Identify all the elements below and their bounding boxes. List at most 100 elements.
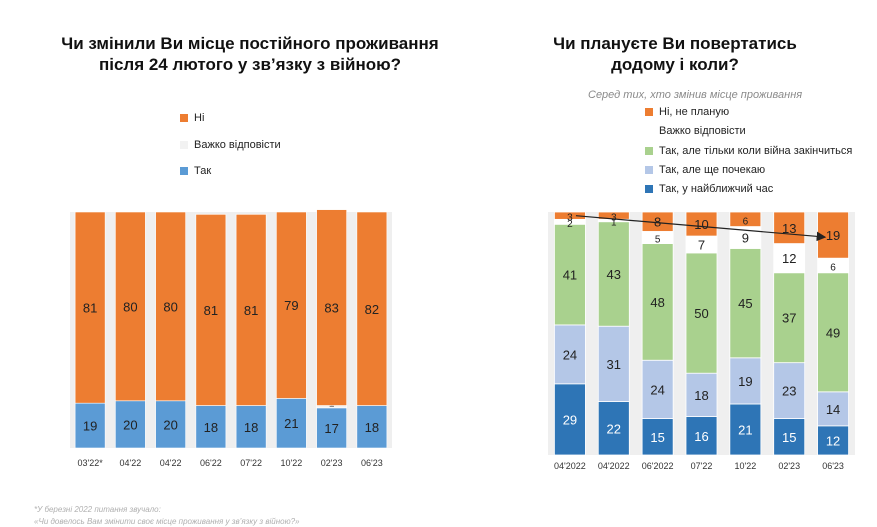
right-data-label-2-0: 15 [650, 430, 664, 445]
left-legend-item-yes: Так [180, 165, 211, 177]
right-x-tick-label-0: 04'2022 [554, 461, 586, 471]
right-bar-segment-5-0 [773, 418, 806, 456]
footnote-line2: «Чи довелось Вам змінити своє місце прож… [34, 517, 300, 526]
right-data-label-0-2: 41 [563, 268, 577, 283]
right-bar-segment-1-0 [597, 401, 630, 456]
right-title-line2: додому і коли? [611, 55, 739, 74]
left-data-label-1-0: 20 [123, 417, 137, 432]
right-data-label-1-3: 1 [611, 218, 617, 229]
left-legend-swatch-hard [180, 141, 188, 149]
left-data-label-3-2: 81 [204, 303, 218, 318]
right-data-label-2-3: 5 [655, 235, 661, 246]
left-data-label-0-0: 19 [83, 419, 97, 434]
right-data-label-5-3: 12 [782, 251, 796, 266]
right-legend-item-wait: Так, але ще почекаю [645, 164, 765, 176]
right-data-label-4-4: 6 [743, 216, 749, 227]
right-bar-segment-5-1 [773, 362, 806, 419]
right-data-label-3-0: 16 [694, 429, 708, 444]
right-title-line1: Чи плануєте Ви повертатись [553, 34, 797, 53]
right-data-label-2-1: 24 [650, 382, 664, 397]
right-bar-segment-0-4 [554, 211, 586, 220]
left-chart-title: Чи змінили Ви місце постійного проживанн… [30, 33, 470, 75]
left-bar-segment-6-2 [316, 209, 347, 406]
left-legend-swatch-no [180, 114, 188, 122]
left-x-tick-label-0: 03'22* [78, 458, 104, 468]
right-data-label-5-1: 23 [782, 384, 796, 399]
right-legend-label-soon: Так, у найближчий час [659, 183, 774, 195]
left-x-tick-label-4: 07'22 [240, 458, 262, 468]
left-legend-label-no: Ні [194, 112, 205, 124]
left-bar-segment-5-0 [276, 398, 307, 449]
left-title-line2: після 24 лютого у зв’язку з війною? [98, 55, 402, 74]
left-data-label-1-2: 80 [123, 299, 137, 314]
right-bar-segment-4-4 [729, 211, 762, 227]
left-bar-segment-2-2 [155, 211, 186, 402]
right-trend-arrow [575, 215, 827, 242]
right-data-label-4-2: 45 [738, 296, 752, 311]
left-legend-label-hard: Важко відповісти [194, 139, 281, 151]
right-bar-segment-3-2 [685, 252, 718, 374]
left-legend-swatch-yes [180, 167, 188, 175]
right-data-label-4-3: 9 [742, 231, 749, 246]
right-data-label-5-2: 37 [782, 311, 796, 326]
right-x-tick-label-6: 06'23 [822, 461, 844, 471]
left-bar-segment-3-2 [195, 214, 227, 406]
right-data-label-6-1: 14 [826, 402, 840, 417]
right-data-label-0-0: 29 [563, 412, 577, 427]
right-legend-item-soon: Так, у найближчий час [645, 183, 773, 195]
right-bar-segment-2-0 [641, 418, 674, 456]
right-x-tick-label-1: 04'2022 [598, 461, 630, 471]
right-legend-label-after-war: Так, але тільки коли війна закінчиться [659, 145, 853, 157]
right-legend-swatch-soon [645, 185, 653, 193]
left-bar-segment-2-0 [155, 400, 186, 449]
right-data-label-1-2: 43 [607, 267, 621, 282]
right-data-label-3-2: 50 [694, 306, 708, 321]
left-data-label-6-0: 17 [324, 421, 338, 436]
right-data-label-3-1: 18 [694, 388, 708, 403]
left-bar-segment-3-0 [195, 405, 227, 449]
left-bar-segment-0-0 [74, 402, 106, 449]
right-legend-label-wait: Так, але ще почекаю [659, 164, 766, 176]
right-legend-swatch-after-war [645, 147, 653, 155]
right-data-label-0-4: 3 [567, 213, 573, 224]
right-legend-swatch-hard [645, 127, 653, 135]
right-bar-segment-3-0 [685, 416, 718, 456]
left-data-label-4-0: 18 [244, 420, 258, 435]
left-data-label-6-2: 83 [324, 301, 338, 316]
left-legend-item-hard: Важко відповісти [180, 139, 281, 151]
right-legend-item-no: Ні, не планую [645, 106, 729, 118]
right-bar-segment-2-1 [641, 359, 674, 419]
left-x-tick-label-3: 06'22 [200, 458, 222, 468]
right-data-label-6-0: 12 [826, 433, 840, 448]
right-chart-title: Чи плануєте Ви повертатись додому і коли… [540, 33, 810, 75]
right-chart-subtitle: Серед тих, хто змінив місце проживання [588, 89, 803, 101]
right-legend-label-hard: Важко відповісти [659, 125, 746, 137]
left-bar-segment-1-2 [115, 211, 146, 402]
right-data-label-3-4: 10 [694, 217, 708, 232]
left-x-tick-label-2: 04'22 [160, 458, 182, 468]
right-bar-segment-5-4 [773, 211, 806, 244]
right-data-label-4-0: 21 [738, 422, 752, 437]
left-x-tick-label-6: 02'23 [321, 458, 343, 468]
right-data-label-5-0: 15 [782, 430, 796, 445]
left-x-tick-label-7: 06'23 [361, 458, 383, 468]
left-data-label-4-2: 81 [244, 303, 258, 318]
left-data-label-5-2: 79 [284, 298, 298, 313]
right-bar-segment-1-1 [597, 325, 630, 402]
left-title-line1: Чи змінили Ви місце постійного проживанн… [61, 34, 439, 53]
left-data-label-2-0: 20 [163, 417, 177, 432]
right-x-tick-label-3: 07'22 [691, 461, 713, 471]
left-data-label-0-2: 81 [83, 301, 97, 316]
right-bar-segment-6-0 [817, 425, 849, 456]
right-data-label-6-3: 6 [830, 262, 836, 273]
left-bar-segment-7-2 [356, 211, 388, 406]
right-legend-label-no: Ні, не планую [659, 106, 730, 118]
right-bar-segment-3-1 [685, 372, 718, 417]
right-bar-segment-3-4 [685, 211, 718, 237]
right-data-label-6-2: 49 [826, 325, 840, 340]
right-bar-segment-4-2 [729, 248, 762, 359]
left-data-label-7-0: 18 [365, 420, 379, 435]
left-legend-item-no: Ні [180, 112, 204, 124]
right-bar-segment-5-3 [773, 243, 806, 274]
